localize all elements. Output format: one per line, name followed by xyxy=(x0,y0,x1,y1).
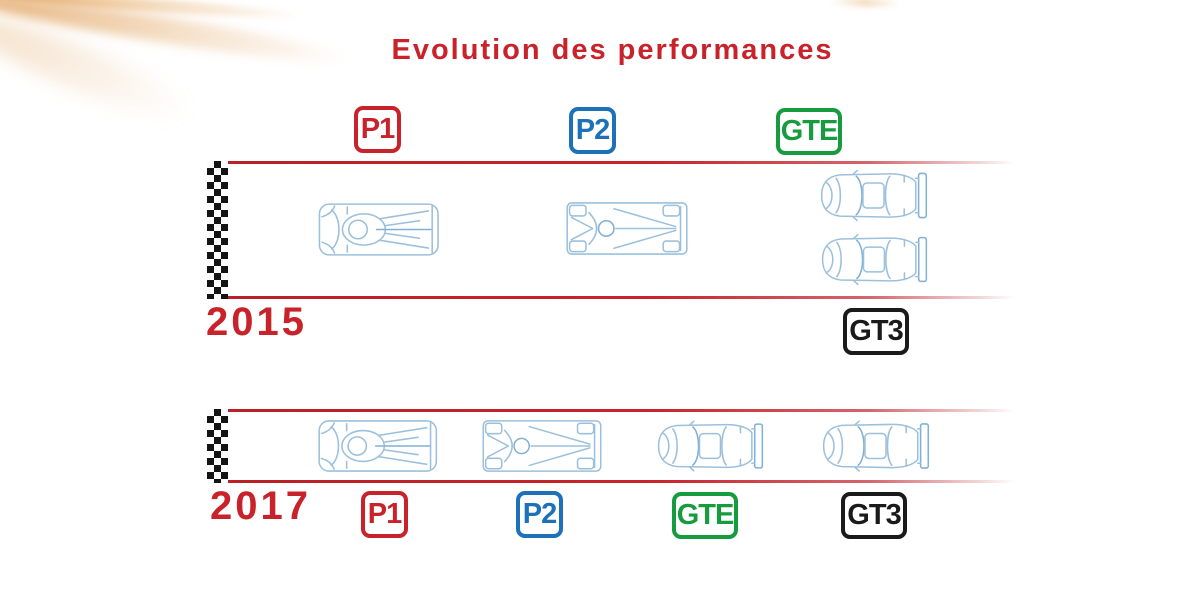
lmp1-car-icon xyxy=(318,202,440,257)
class-badge-p2-top-label: P2 xyxy=(575,114,610,146)
track-line xyxy=(207,409,1015,412)
class-badge-p2-top: P2 xyxy=(569,107,616,154)
track-band-2017 xyxy=(207,409,1015,483)
year-label-2017: 2017 xyxy=(210,484,311,528)
lmp1-car-icon xyxy=(317,419,439,473)
speed-streak-icon xyxy=(0,0,307,23)
page-title: Evolution des performances xyxy=(391,34,834,66)
track-band-2015 xyxy=(207,161,1015,299)
class-badge-gt3-bottom: GT3 xyxy=(841,492,907,539)
checkered-flag-start-line-icon xyxy=(207,161,228,299)
checkered-flag-start-line-icon xyxy=(207,409,228,483)
class-badge-gt3-2015-label: GT3 xyxy=(849,315,903,347)
class-badge-p1-top: P1 xyxy=(354,106,401,153)
class-badge-gt3-bottom-label: GT3 xyxy=(847,499,901,531)
gte-car-icon xyxy=(813,168,933,223)
gte-car-icon xyxy=(650,419,769,473)
speed-streak-icon xyxy=(827,0,903,8)
class-badge-gte-top-label: GTE xyxy=(780,115,839,147)
class-badge-p1-top-label: P1 xyxy=(360,113,395,145)
track-line xyxy=(207,480,1015,483)
gt3-car-icon xyxy=(815,419,935,473)
class-badge-gte-bottom: GTE xyxy=(672,492,738,539)
class-badge-p2-bottom: P2 xyxy=(516,491,563,538)
class-badge-p1-bottom-label: P1 xyxy=(367,498,402,530)
speed-streak-icon xyxy=(0,2,200,134)
class-badge-gte-top: GTE xyxy=(776,108,842,155)
gt3-car-icon xyxy=(814,232,933,287)
class-badge-gt3-2015: GT3 xyxy=(843,308,909,355)
class-badge-p1-bottom: P1 xyxy=(361,491,408,538)
class-badge-p2-bottom-label: P2 xyxy=(522,498,557,530)
class-badge-gte-bottom-label: GTE xyxy=(676,499,735,531)
lmp2-car-icon xyxy=(563,201,691,256)
lmp2-car-icon xyxy=(478,419,606,473)
track-line xyxy=(207,296,1015,299)
year-label-2015: 2015 xyxy=(206,300,307,344)
track-line xyxy=(207,161,1015,164)
